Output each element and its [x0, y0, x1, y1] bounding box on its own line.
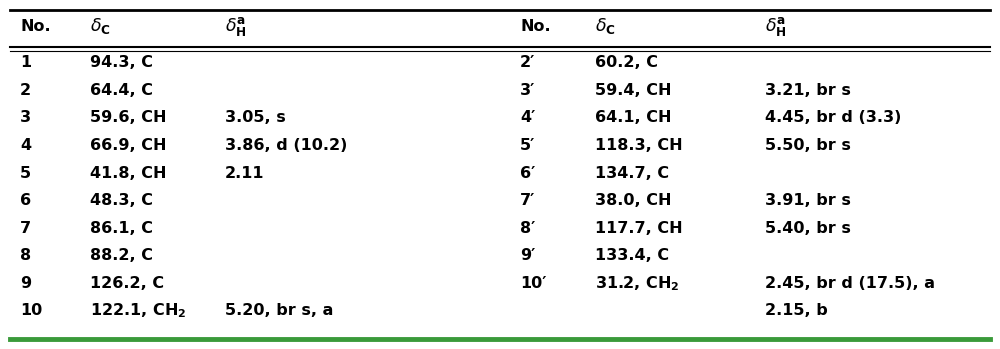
- Text: 64.4, C: 64.4, C: [90, 83, 153, 98]
- Text: 3.86, d (10.2): 3.86, d (10.2): [225, 138, 347, 153]
- Text: 3.05, s: 3.05, s: [225, 110, 286, 125]
- Text: 3.91, br s: 3.91, br s: [765, 193, 851, 208]
- Text: 64.1, CH: 64.1, CH: [595, 110, 672, 125]
- Text: 2′: 2′: [520, 55, 535, 70]
- Text: $\delta_\mathbf{H}^\mathbf{a}$: $\delta_\mathbf{H}^\mathbf{a}$: [765, 15, 787, 38]
- Text: 126.2, C: 126.2, C: [90, 276, 164, 291]
- Text: 7′: 7′: [520, 193, 535, 208]
- Text: 59.6, CH: 59.6, CH: [90, 110, 166, 125]
- Text: 4′: 4′: [520, 110, 535, 125]
- Text: 10′: 10′: [520, 276, 546, 291]
- Text: 31.2, CH$_\mathbf{2}$: 31.2, CH$_\mathbf{2}$: [595, 274, 679, 292]
- Text: 48.3, C: 48.3, C: [90, 193, 153, 208]
- Text: 122.1, CH$_\mathbf{2}$: 122.1, CH$_\mathbf{2}$: [90, 302, 186, 320]
- Text: 2.11: 2.11: [225, 165, 264, 180]
- Text: 88.2, C: 88.2, C: [90, 248, 153, 263]
- Text: 7: 7: [20, 221, 31, 236]
- Text: 133.4, C: 133.4, C: [595, 248, 669, 263]
- Text: 5.40, br s: 5.40, br s: [765, 221, 851, 236]
- Text: 4: 4: [20, 138, 31, 153]
- Text: $\delta_\mathbf{C}$: $\delta_\mathbf{C}$: [90, 16, 111, 36]
- Text: 6′: 6′: [520, 165, 535, 180]
- Text: 41.8, CH: 41.8, CH: [90, 165, 166, 180]
- Text: 1: 1: [20, 55, 31, 70]
- Text: 2.15, b: 2.15, b: [765, 303, 828, 318]
- Text: 3′: 3′: [520, 83, 535, 98]
- Text: 9′: 9′: [520, 248, 535, 263]
- Text: 117.7, CH: 117.7, CH: [595, 221, 683, 236]
- Text: 4.45, br d (3.3): 4.45, br d (3.3): [765, 110, 901, 125]
- Text: 66.9, CH: 66.9, CH: [90, 138, 166, 153]
- Text: 118.3, CH: 118.3, CH: [595, 138, 683, 153]
- Text: 3: 3: [20, 110, 31, 125]
- Text: 5′: 5′: [520, 138, 535, 153]
- Text: 5.50, br s: 5.50, br s: [765, 138, 851, 153]
- Text: $\delta_\mathbf{C}$: $\delta_\mathbf{C}$: [595, 16, 616, 36]
- Text: 134.7, C: 134.7, C: [595, 165, 669, 180]
- Text: $\delta_\mathbf{H}^\mathbf{a}$: $\delta_\mathbf{H}^\mathbf{a}$: [225, 15, 247, 38]
- Text: 8: 8: [20, 248, 31, 263]
- Text: 5: 5: [20, 165, 31, 180]
- Text: 10: 10: [20, 303, 42, 318]
- Text: 3.21, br s: 3.21, br s: [765, 83, 851, 98]
- Text: 5.20, br s, a: 5.20, br s, a: [225, 303, 333, 318]
- Text: No.: No.: [520, 19, 551, 34]
- Text: 38.0, CH: 38.0, CH: [595, 193, 672, 208]
- Text: No.: No.: [20, 19, 51, 34]
- Text: 2.45, br d (17.5), a: 2.45, br d (17.5), a: [765, 276, 935, 291]
- Text: 86.1, C: 86.1, C: [90, 221, 153, 236]
- Text: 60.2, C: 60.2, C: [595, 55, 658, 70]
- Text: 59.4, CH: 59.4, CH: [595, 83, 672, 98]
- Text: 9: 9: [20, 276, 31, 291]
- Text: 8′: 8′: [520, 221, 535, 236]
- Text: 94.3, C: 94.3, C: [90, 55, 153, 70]
- Text: 6: 6: [20, 193, 31, 208]
- Text: 2: 2: [20, 83, 31, 98]
